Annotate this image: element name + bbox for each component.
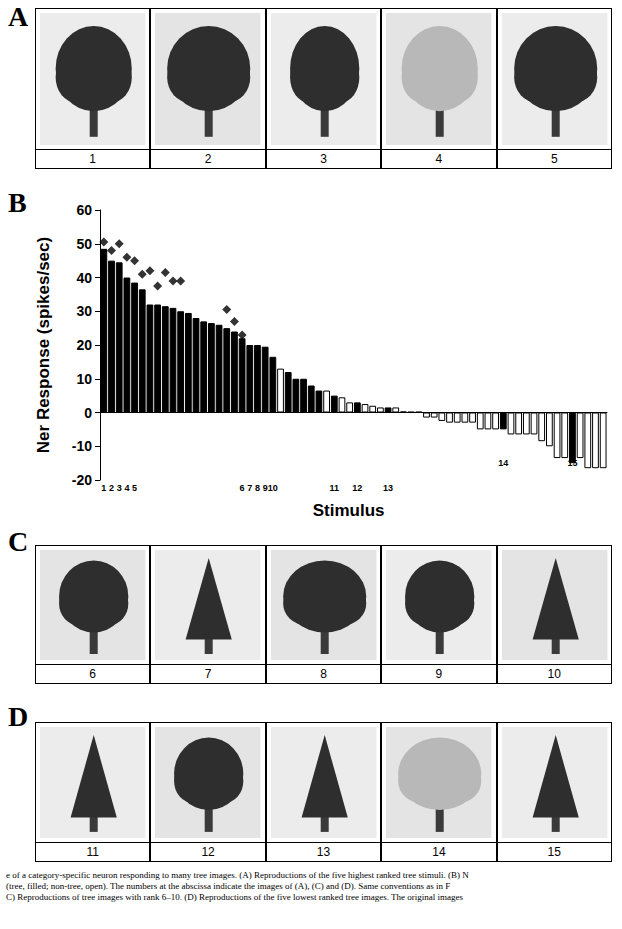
html-text:4: 4 [435,152,443,166]
svg-text:-20: -20 [72,472,92,488]
svg-text:-10: -10 [72,438,92,454]
html-text:2: 2 [204,152,212,166]
html-text:14: 14 [432,845,446,859]
svg-text:9: 9 [262,482,268,493]
html-text:9: 9 [435,667,443,681]
svg-text:Ner Response (spikes/sec): Ner Response (spikes/sec) [34,237,53,453]
html-text:e of a category-specific neuro: e of a category-specific neuron respondi… [6,870,469,880]
svg-text:6: 6 [240,483,245,493]
svg-text:7: 7 [247,483,252,493]
svg-text:3: 3 [117,483,122,493]
svg-text:12: 12 [352,483,362,493]
html-text:7: 7 [204,667,212,681]
html-text:B: B [8,187,27,218]
html-text:C: C [8,526,29,557]
html-text:11: 11 [86,845,99,859]
html-text:(tree, filled; non-tree, open): (tree, filled; non-tree, open). The numb… [6,881,451,891]
html-text:15: 15 [547,845,561,859]
html-text:13: 13 [316,845,331,859]
svg-text:11: 11 [330,483,340,493]
html-text:12: 12 [201,845,215,859]
html-text:A: A [8,1,29,32]
html-text:10: 10 [547,667,561,681]
svg-text:8: 8 [255,483,260,493]
svg-text:10: 10 [76,371,92,387]
svg-text:4: 4 [124,483,129,493]
svg-text:50: 50 [76,236,92,252]
svg-text:0: 0 [84,405,92,421]
svg-text:10: 10 [268,483,278,493]
html-text:1: 1 [89,152,96,166]
html-text:C) Reproductions of tree image: C) Reproductions of tree images with ran… [6,892,463,902]
svg-text:15: 15 [567,457,578,468]
html-text:5: 5 [550,152,558,166]
svg-text:Stimulus: Stimulus [313,501,385,520]
svg-text:2: 2 [109,483,114,493]
svg-text:14: 14 [498,458,508,468]
svg-text:40: 40 [76,270,92,286]
svg-text:13: 13 [383,483,393,493]
svg-text:20: 20 [76,337,92,353]
svg-text:5: 5 [132,483,137,493]
html-text:6: 6 [89,667,96,681]
svg-text:60: 60 [76,202,92,218]
html-text:8: 8 [320,667,327,681]
svg-text:30: 30 [76,303,92,319]
svg-text:1: 1 [101,483,106,493]
html-text:3: 3 [320,152,327,166]
html-text:D: D [8,701,29,732]
